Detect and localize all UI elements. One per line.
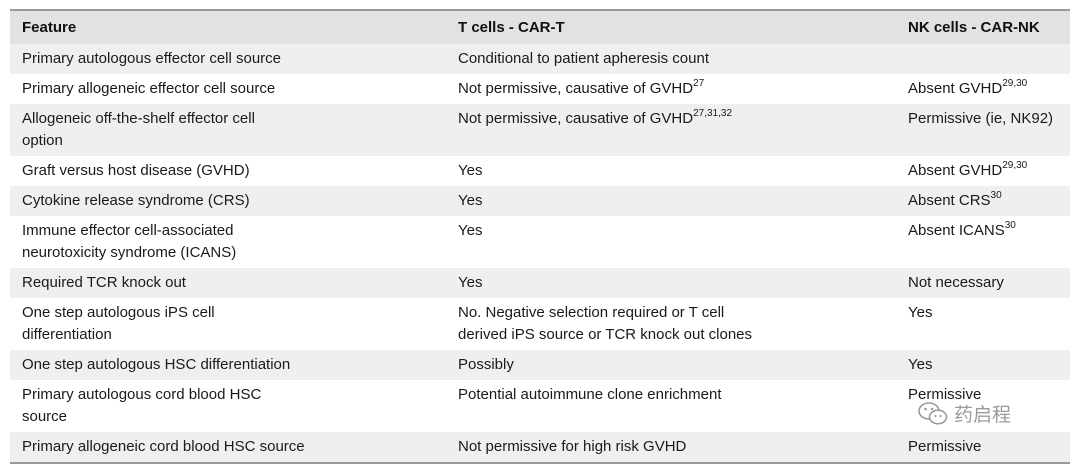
watermark: 药启程 xyxy=(918,400,1011,427)
cell-text-line: derived iPS source or TCR knock out clon… xyxy=(458,326,753,343)
citation-superscript: 27,31,32 xyxy=(693,108,733,119)
cell-text-line: One step autologous HSC differentiation xyxy=(22,356,291,373)
cell-car-t: Yes xyxy=(446,268,896,298)
cell-car-t: Yes xyxy=(446,216,896,268)
cell-text-line: Permissive xyxy=(908,438,982,455)
table-body: Primary autologous effector cell source C… xyxy=(10,44,1070,464)
cell-text-line: Conditional to patient apheresis count xyxy=(458,50,710,67)
citation-superscript: 30 xyxy=(990,190,1002,201)
table-row: One step autologous iPS cell differentiat… xyxy=(10,298,1070,350)
cell-text-line: Absent GVHD xyxy=(908,162,1003,179)
cell-feature: Graft versus host disease (GVHD) xyxy=(10,156,446,186)
cell-car-t: Not permissive for high risk GVHD xyxy=(446,432,896,464)
comparison-table: Feature T cells - CAR-T NK cells - CAR-N… xyxy=(10,9,1070,464)
cell-car-nk: Permissive xyxy=(896,380,1070,432)
table-row: Cytokine release syndrome (CRS) Yes Absent… xyxy=(10,186,1070,216)
cell-text-line: One step autologous iPS cell xyxy=(22,304,215,321)
cell-car-t: Possibly xyxy=(446,350,896,380)
cell-car-nk: Not necessary xyxy=(896,268,1070,298)
cell-feature: Cytokine release syndrome (CRS) xyxy=(10,186,446,216)
cell-feature: Primary allogeneic cord blood HSC source xyxy=(10,432,446,464)
table-row: Primary autologous cord blood HSC source P… xyxy=(10,380,1070,432)
cell-car-nk: Yes xyxy=(896,350,1070,380)
table-row: Allogeneic off-the-shelf effector cell op… xyxy=(10,104,1070,156)
cell-text-line: Permissive xyxy=(908,386,982,403)
cell-text-line: Potential autoimmune clone enrichment xyxy=(458,386,722,403)
citation-superscript: 29,30 xyxy=(1002,160,1028,171)
table-header-row: Feature T cells - CAR-T NK cells - CAR-N… xyxy=(10,9,1070,44)
cell-feature: Immune effector cell-associated neurotoxi… xyxy=(10,216,446,268)
cell-text-line: Primary autologous effector cell source xyxy=(22,50,282,67)
cell-text-line: Yes xyxy=(458,192,483,209)
cell-text-line: option xyxy=(22,132,63,149)
cell-text-line: Primary allogeneic cord blood HSC source xyxy=(22,438,305,455)
cell-car-t: No. Negative selection required or T cel… xyxy=(446,298,896,350)
cell-car-t: Not permissive, causative of GVHD27 xyxy=(446,74,896,104)
cell-text-line: Permissive (ie, NK92) xyxy=(908,110,1054,127)
cell-text-line: Not permissive for high risk GVHD xyxy=(458,438,687,455)
cell-text-line: Primary allogeneic effector cell source xyxy=(22,80,276,97)
cell-text-line: Primary autologous cord blood HSC xyxy=(22,386,262,403)
citation-superscript: 29,30 xyxy=(1002,78,1028,89)
cell-text-line: Possibly xyxy=(458,356,514,373)
table-row: Immune effector cell-associated neurotoxi… xyxy=(10,216,1070,268)
cell-feature: Primary autologous effector cell source xyxy=(10,44,446,74)
table-row: Primary autologous effector cell source C… xyxy=(10,44,1070,74)
cell-text-line: Allogeneic off-the-shelf effector cell xyxy=(22,110,255,127)
cell-text-line: source xyxy=(22,408,68,425)
cell-car-nk: Absent ICANS30 xyxy=(896,216,1070,268)
cell-text-line: Absent CRS xyxy=(908,192,991,209)
cell-car-t: Not permissive, causative of GVHD27,31,3… xyxy=(446,104,896,156)
cell-car-t: Yes xyxy=(446,156,896,186)
cell-feature: Allogeneic off-the-shelf effector cell op… xyxy=(10,104,446,156)
cell-text-line: No. Negative selection required or T cel… xyxy=(458,304,725,321)
citation-superscript: 30 xyxy=(1004,220,1016,231)
cell-text-line: Yes xyxy=(458,274,483,291)
cell-feature: One step autologous HSC differentiation xyxy=(10,350,446,380)
cell-text-line: Yes xyxy=(908,304,933,321)
table-row: Required TCR knock out Yes Not necessary xyxy=(10,268,1070,298)
cell-feature: Primary allogeneic effector cell source xyxy=(10,74,446,104)
cell-text-line: neurotoxicity syndrome (ICANS) xyxy=(22,244,237,261)
cell-car-t: Potential autoimmune clone enrichment xyxy=(446,380,896,432)
table-row: Primary allogeneic effector cell source N… xyxy=(10,74,1070,104)
cell-text-line: Not permissive, causative of GVHD xyxy=(458,80,694,97)
cell-text-line: Yes xyxy=(458,162,483,179)
cell-feature: Required TCR knock out xyxy=(10,268,446,298)
cell-text-line: Cytokine release syndrome (CRS) xyxy=(22,192,250,209)
table-row: Graft versus host disease (GVHD) Yes Absen… xyxy=(10,156,1070,186)
cell-car-t: Yes xyxy=(446,186,896,216)
header-feature: Feature xyxy=(10,9,446,44)
cell-feature: One step autologous iPS cell differentiat… xyxy=(10,298,446,350)
wechat-icon xyxy=(918,401,948,427)
cell-text-line: Immune effector cell-associated xyxy=(22,222,234,239)
citation-superscript: 27 xyxy=(693,78,705,89)
cell-text-line: Graft versus host disease (GVHD) xyxy=(22,162,250,179)
cell-text-line: Yes xyxy=(458,222,483,239)
watermark-text: 药启程 xyxy=(954,405,1012,426)
cell-car-nk: Yes xyxy=(896,298,1070,350)
cell-car-nk: Absent GVHD29,30 xyxy=(896,156,1070,186)
table-row: One step autologous HSC differentiation P… xyxy=(10,350,1070,380)
cell-text-line: differentiation xyxy=(22,326,112,343)
cell-text-line: Not permissive, causative of GVHD xyxy=(458,110,694,127)
header-car-nk: NK cells - CAR-NK xyxy=(896,9,1070,44)
cell-feature: Primary autologous cord blood HSC source xyxy=(10,380,446,432)
cell-text-line: Yes xyxy=(908,356,933,373)
cell-text-line: Not necessary xyxy=(908,274,1004,291)
cell-car-nk: Permissive (ie, NK92) xyxy=(896,104,1070,156)
cell-car-nk xyxy=(896,44,1070,74)
cell-text-line: Absent GVHD xyxy=(908,80,1003,97)
table-row: Primary allogeneic cord blood HSC source… xyxy=(10,432,1070,464)
header-car-t: T cells - CAR-T xyxy=(446,9,896,44)
cell-car-t: Conditional to patient apheresis count xyxy=(446,44,896,74)
cell-text-line: Required TCR knock out xyxy=(22,274,186,291)
cell-car-nk: Permissive xyxy=(896,432,1070,464)
cell-text-line: Absent ICANS xyxy=(908,222,1005,239)
cell-car-nk: Absent CRS30 xyxy=(896,186,1070,216)
cell-car-nk: Absent GVHD29,30 xyxy=(896,74,1070,104)
